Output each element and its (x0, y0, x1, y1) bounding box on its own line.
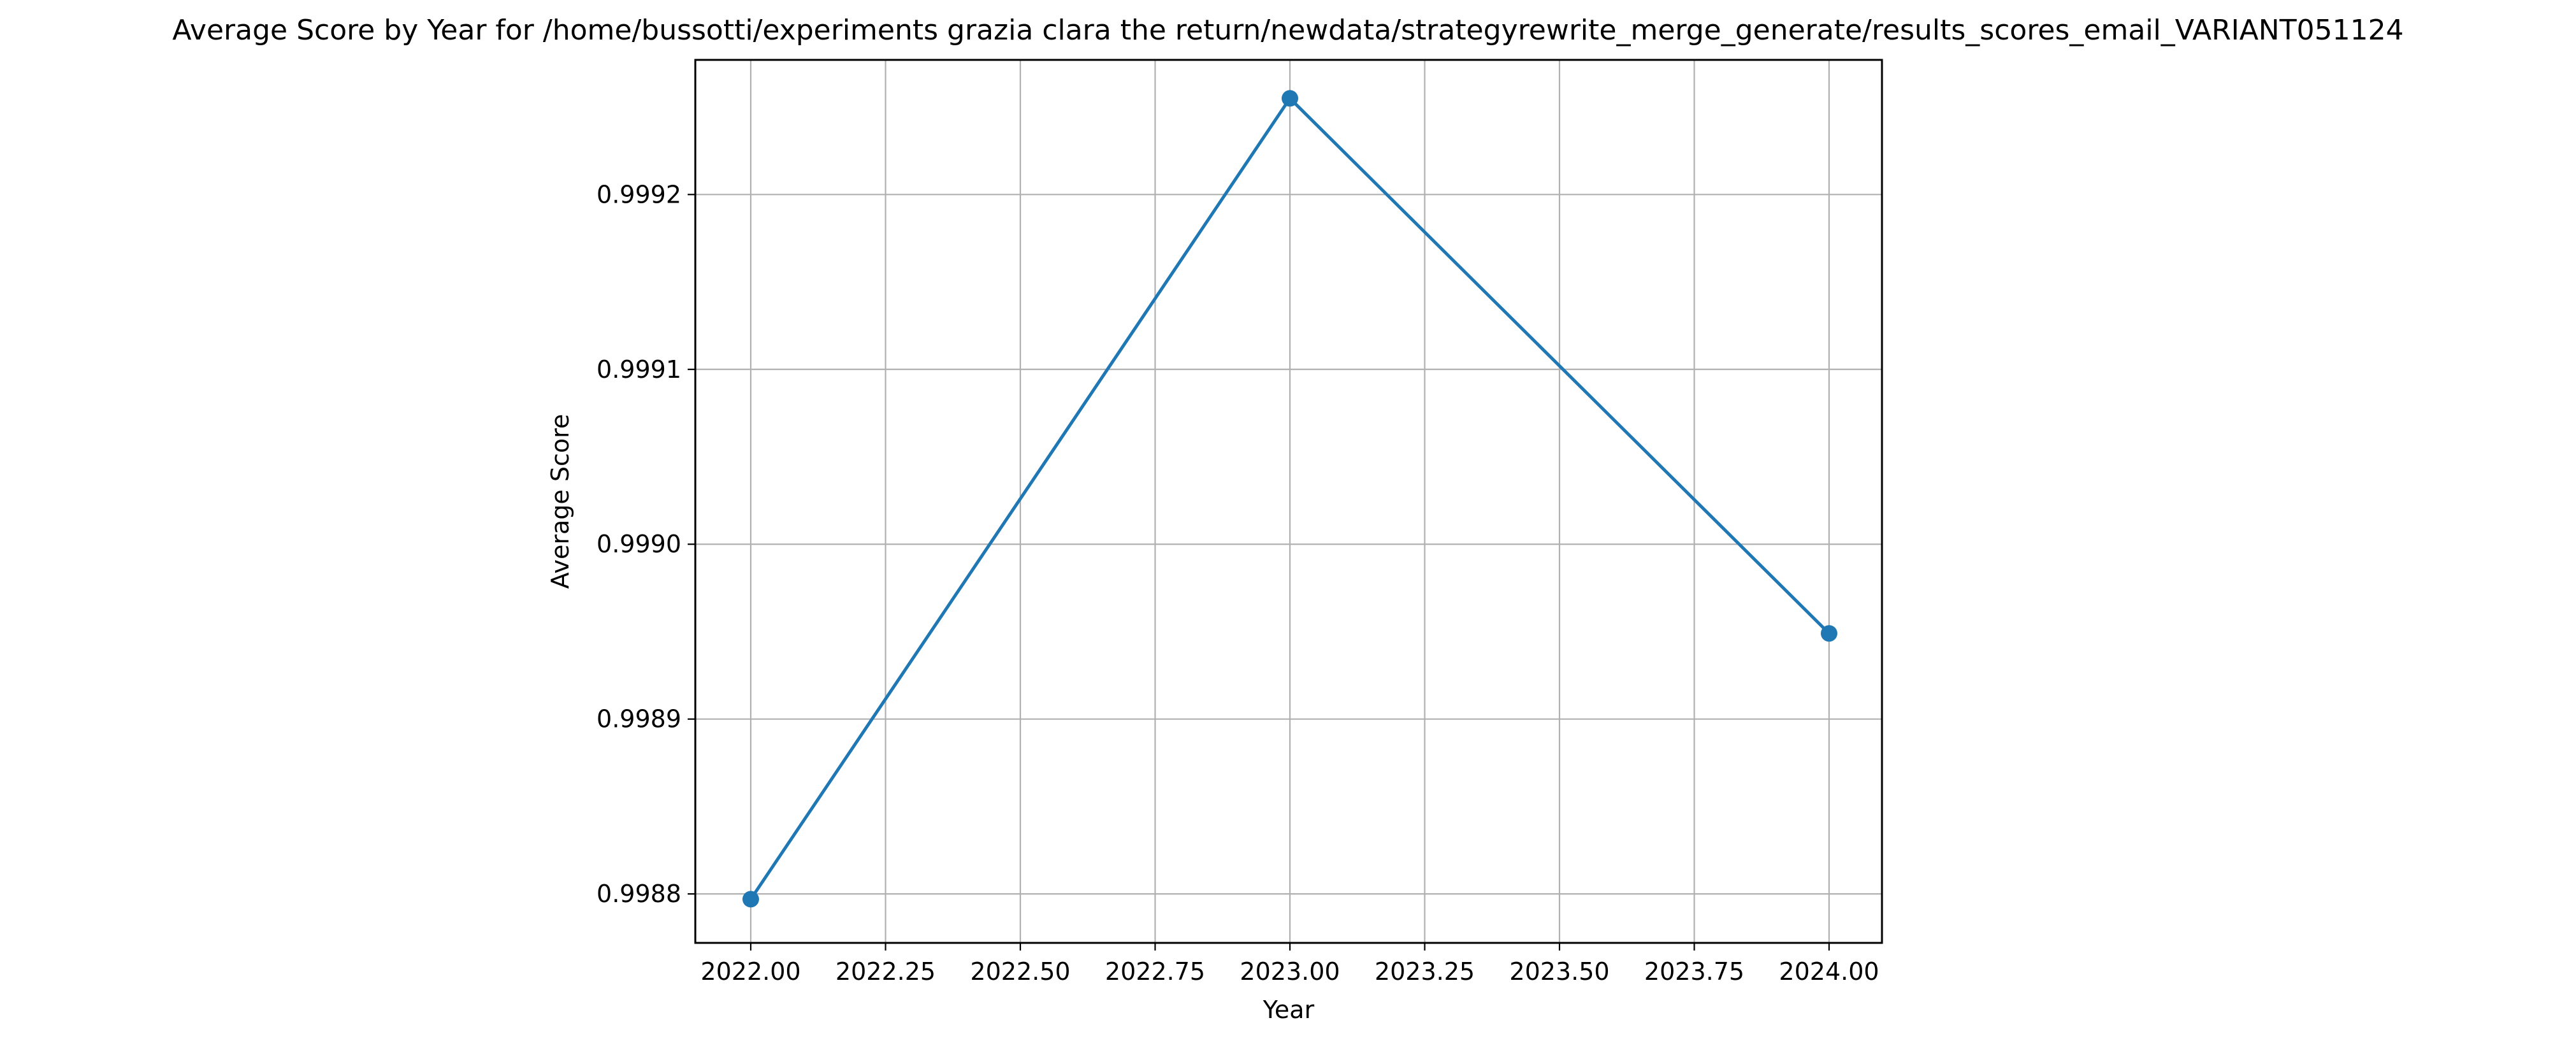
data-point (1282, 90, 1298, 107)
grid-lines (695, 60, 1882, 943)
x-tick-label: 2022.50 (970, 958, 1070, 986)
x-tick-label: 2023.25 (1375, 958, 1475, 986)
data-point (1821, 625, 1837, 642)
x-tick-label: 2022.00 (700, 958, 800, 986)
x-axis-label: Year (1263, 996, 1315, 1024)
y-axis-label: Average Score (546, 414, 574, 589)
x-tick-label: 2022.25 (836, 958, 936, 986)
x-tick-label: 2023.75 (1644, 958, 1744, 986)
data-series (742, 90, 1837, 908)
axis-ticks: 2022.00 2022.25 2022.50 2022.75 2023.00 2023.… (597, 180, 1879, 986)
chart-title: Average Score by Year for /home/bussotti… (172, 14, 2403, 47)
x-tick-label: 2022.75 (1105, 958, 1205, 986)
x-tick-label: 2023.00 (1240, 958, 1340, 986)
y-tick-label: 0.9990 (597, 530, 681, 558)
plot-frame (694, 59, 1883, 944)
x-tick-label: 2024.00 (1779, 958, 1879, 986)
y-tick-label: 0.9988 (597, 880, 681, 908)
x-tick-label: 2023.50 (1509, 958, 1609, 986)
y-tick-label: 0.9989 (597, 705, 681, 733)
data-point (742, 891, 759, 908)
y-tick-label: 0.9991 (597, 355, 681, 384)
y-tick-label: 0.9992 (597, 180, 681, 208)
